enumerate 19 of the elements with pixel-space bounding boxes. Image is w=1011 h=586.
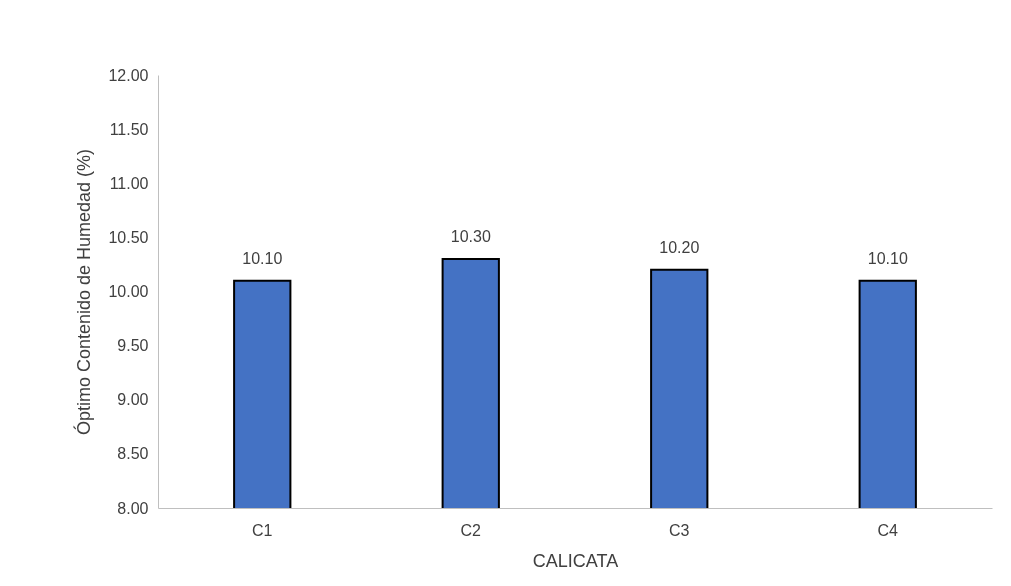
y-tick-label: 12.00 <box>108 66 149 84</box>
x-tick-label: C1 <box>252 521 273 539</box>
y-tick-label: 10.00 <box>108 283 149 300</box>
y-tick-label: 9.50 <box>117 337 149 355</box>
data-label: 10.30 <box>450 228 491 246</box>
x-axis-title: CALICATA <box>532 550 619 571</box>
x-tick-label: C2 <box>460 521 482 539</box>
y-tick-label: 10.50 <box>108 228 149 246</box>
y-axis-title: Óptimo Contenido de Humedad (%) <box>73 148 95 436</box>
x-tick-label: C4 <box>877 521 899 539</box>
data-label: 10.10 <box>242 249 283 267</box>
y-tick-label: 9.00 <box>117 391 149 409</box>
data-label: 10.10 <box>867 249 908 267</box>
y-tick-label: 11.00 <box>109 174 149 192</box>
y-tick-label: 8.50 <box>117 445 149 463</box>
y-tick-label: 8.00 <box>117 499 149 517</box>
data-label: 10.20 <box>659 238 700 256</box>
y-tick-label: 11.50 <box>109 120 149 138</box>
x-tick-label: C3 <box>669 521 690 539</box>
